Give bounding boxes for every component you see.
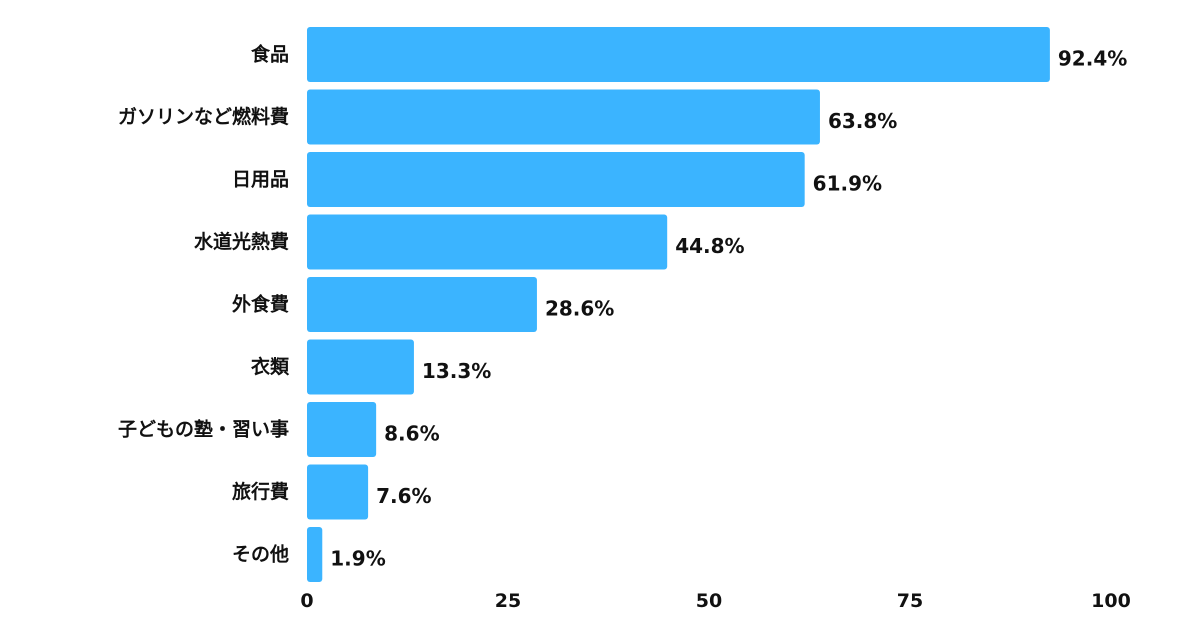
bar-6	[307, 339, 414, 395]
value-label: 28.6%	[545, 297, 614, 321]
value-label: 61.9%	[813, 172, 882, 196]
category-label: 食品	[251, 43, 289, 66]
value-labels: 92.4% 63.8% 61.9% 44.8% 28.6% 13.3% 8.6% 7.6% 1.…	[330, 47, 1127, 571]
value-label: 1.9%	[330, 547, 385, 571]
value-label: 92.4%	[1058, 47, 1127, 71]
bar-9	[307, 527, 323, 582]
bar-4	[307, 214, 668, 270]
bar-1	[307, 27, 1050, 82]
value-label: 8.6%	[384, 422, 439, 446]
value-label: 7.6%	[376, 484, 431, 508]
x-tick-label: 50	[696, 590, 722, 612]
category-label: 外食費	[232, 293, 289, 316]
category-label: 旅行費	[232, 480, 289, 503]
bar-5	[307, 277, 537, 332]
value-label: 13.3%	[422, 359, 491, 383]
bar-2	[307, 89, 820, 145]
bar-3	[307, 152, 805, 207]
category-label: 子どもの塾・習い事	[118, 418, 289, 441]
category-label: ガソリンなど燃料費	[118, 105, 289, 128]
x-axis-ticks: 0 25 50 75 100	[300, 590, 1130, 612]
value-label: 63.8%	[828, 109, 897, 133]
x-tick-label: 75	[897, 590, 923, 612]
x-tick-label: 100	[1091, 590, 1131, 612]
x-tick-label: 0	[300, 590, 313, 612]
bar-7	[307, 402, 377, 457]
category-label: その他	[232, 543, 289, 566]
value-label: 44.8%	[675, 234, 744, 258]
bars-layer	[307, 27, 1050, 582]
category-label: 日用品	[232, 169, 289, 191]
x-tick-label: 25	[495, 590, 521, 612]
bar-8	[307, 464, 369, 520]
category-label: 水道光熱費	[194, 230, 289, 253]
category-label: 衣類	[251, 355, 290, 378]
